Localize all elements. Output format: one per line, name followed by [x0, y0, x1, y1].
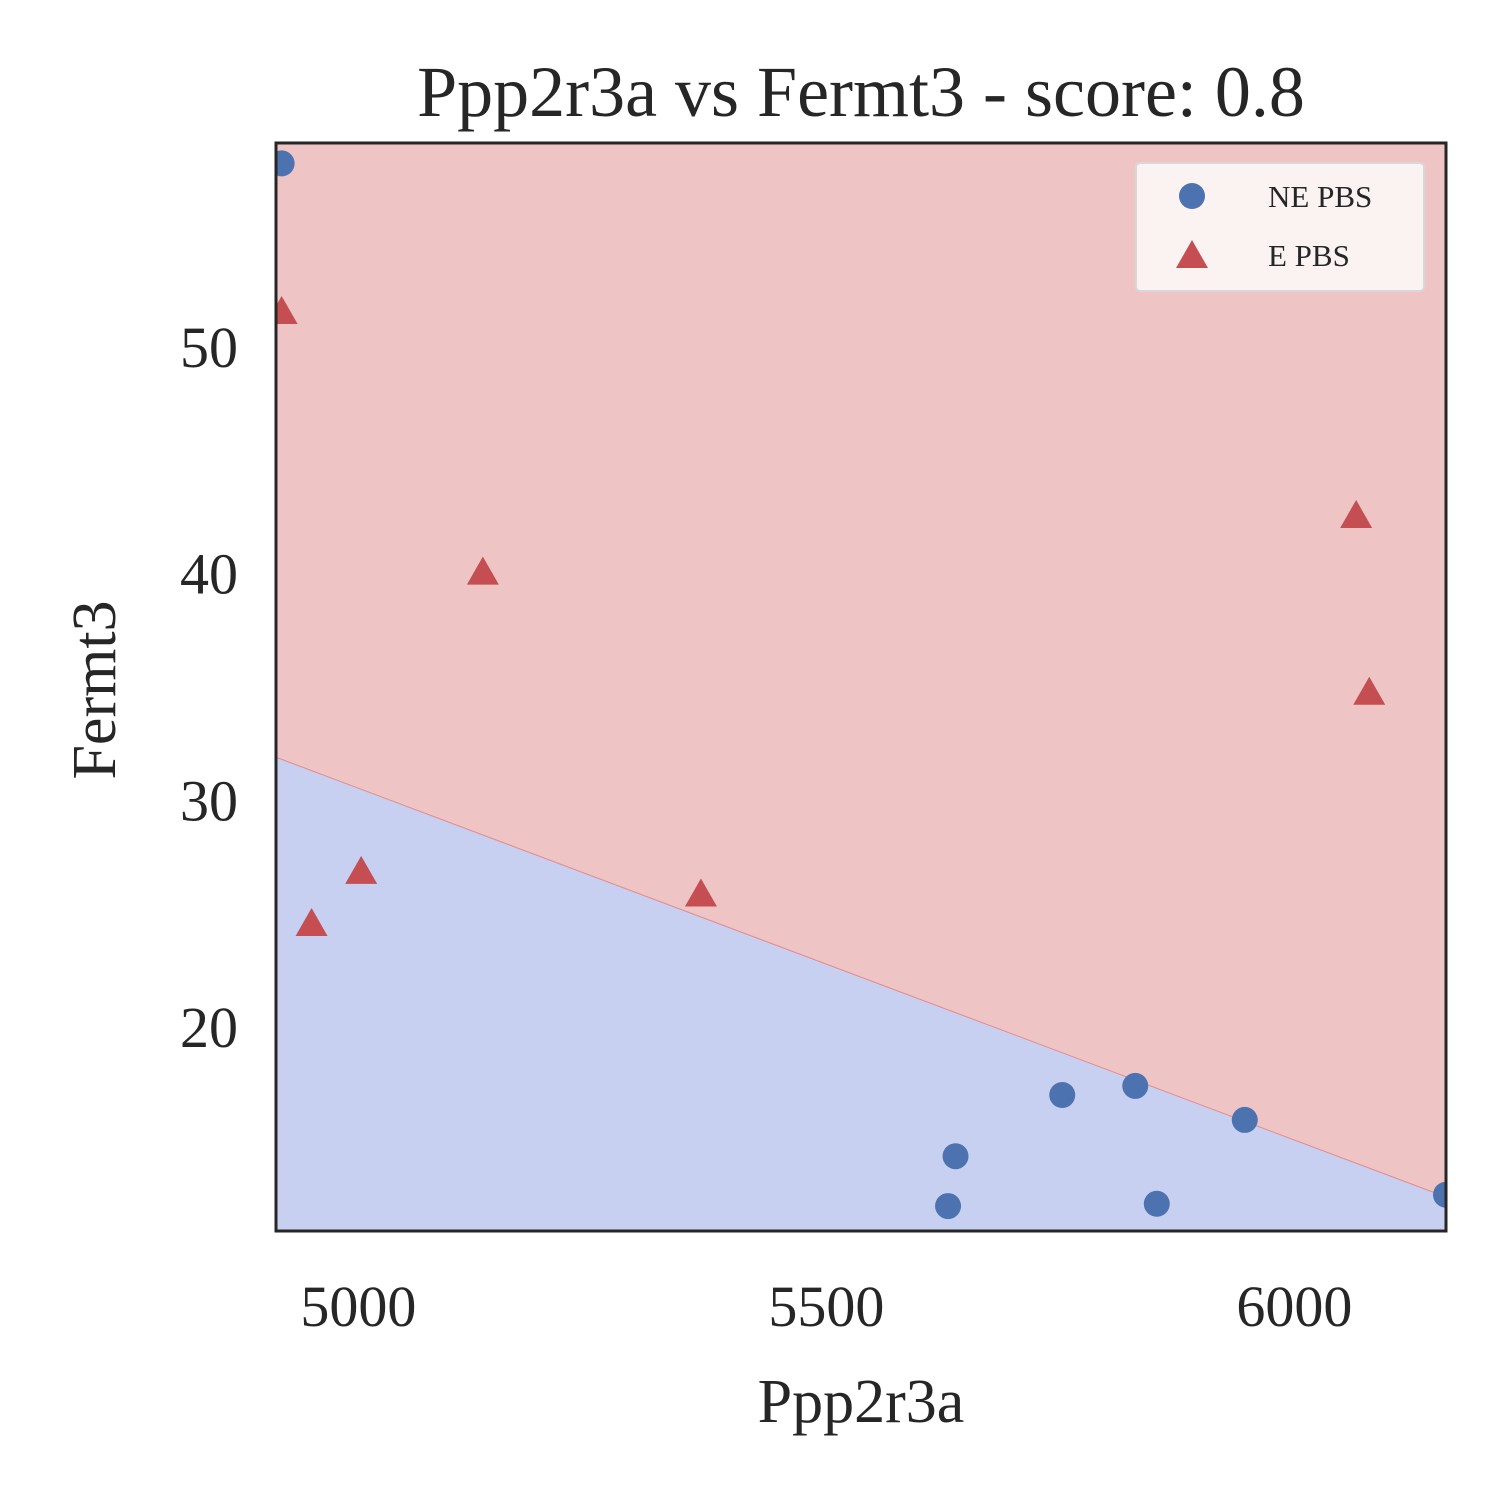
legend-label-ne-pbs: NE PBS — [1268, 179, 1372, 214]
point-e-pbs-4 — [684, 878, 717, 907]
point-e-pbs-1 — [295, 908, 328, 936]
legend: NE PBS E PBS — [1135, 162, 1425, 292]
decision-region-above — [276, 143, 1446, 1197]
y-tick-label-3: 50 — [180, 315, 238, 380]
y-axis-ticks: 20 30 40 50 — [180, 315, 238, 1060]
point-ne-pbs-2 — [942, 1143, 969, 1170]
legend-box — [1135, 162, 1425, 292]
point-ne-pbs-1 — [935, 1193, 962, 1220]
legend-label-e-pbs: E PBS — [1268, 238, 1350, 273]
point-ne-pbs-0 — [276, 150, 295, 177]
x-tick-label-1: 5500 — [768, 1274, 884, 1339]
point-ne-pbs-7 — [1433, 1181, 1446, 1208]
chart-title: Ppp2r3a vs Fermt3 - score: 0.8 — [417, 52, 1305, 132]
point-ne-pbs-4 — [1122, 1072, 1149, 1099]
plot-frame — [274, 141, 1448, 1233]
legend-marker-e-pbs — [1176, 240, 1208, 268]
data-points — [276, 150, 1446, 1220]
point-e-pbs-5 — [1340, 500, 1373, 528]
point-ne-pbs-5 — [1143, 1190, 1170, 1217]
plot-area — [276, 143, 1446, 1231]
x-axis-ticks: 5000 5500 6000 — [300, 1274, 1352, 1339]
point-e-pbs-6 — [1353, 676, 1386, 705]
decision-region-below — [276, 757, 1446, 1231]
point-e-pbs-3 — [466, 556, 499, 585]
point-ne-pbs-3 — [1049, 1082, 1076, 1108]
x-axis-label: Ppp2r3a — [758, 1368, 965, 1436]
point-e-pbs-0 — [276, 296, 298, 324]
y-axis-label: Fermt3 — [61, 600, 129, 779]
y-tick-label-0: 20 — [180, 995, 238, 1060]
point-e-pbs-2 — [345, 855, 378, 884]
y-tick-label-1: 30 — [180, 768, 238, 833]
legend-marker-ne-pbs — [1179, 183, 1205, 209]
y-tick-label-2: 40 — [180, 542, 238, 607]
x-tick-label-2: 6000 — [1236, 1274, 1352, 1339]
point-ne-pbs-6 — [1231, 1106, 1258, 1133]
x-tick-label-0: 5000 — [300, 1274, 416, 1339]
